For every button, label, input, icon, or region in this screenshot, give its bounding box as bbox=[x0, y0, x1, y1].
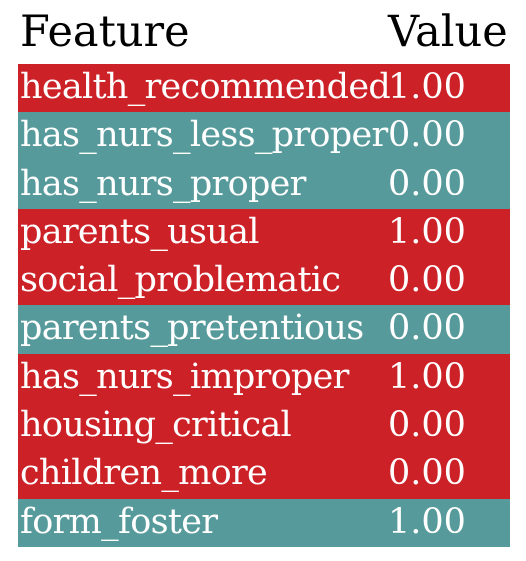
table-row: form_foster 1.00 bbox=[18, 498, 510, 547]
table-row: parents_usual 1.00 bbox=[18, 208, 510, 258]
value-cell: 0.00 bbox=[388, 453, 466, 494]
value-cell: 0.00 bbox=[388, 115, 466, 156]
value-cell: 1.00 bbox=[388, 67, 466, 107]
feature-cell: parents_pretentious bbox=[20, 308, 364, 349]
table-body: health_recommended 1.00 has_nurs_less_prop… bbox=[18, 64, 510, 547]
feature-cell: health_recommended bbox=[20, 67, 391, 107]
feature-cell: has_nurs_improper bbox=[20, 356, 349, 397]
feature-cell: housing_critical bbox=[20, 405, 292, 446]
table-row: has_nurs_improper 1.00 bbox=[18, 353, 510, 403]
value-cell: 0.00 bbox=[388, 308, 466, 349]
value-cell: 1.00 bbox=[388, 356, 466, 397]
table-row: has_nurs_less_proper 0.00 bbox=[18, 112, 510, 161]
table-header: Feature Value bbox=[18, 0, 510, 64]
feature-cell: has_nurs_proper bbox=[20, 163, 306, 204]
table-row: children_more 0.00 bbox=[18, 450, 510, 499]
feature-cell: form_foster bbox=[20, 501, 218, 542]
value-cell: 0.00 bbox=[388, 260, 466, 301]
value-cell: 0.00 bbox=[388, 163, 466, 204]
table-row: health_recommended 1.00 bbox=[18, 64, 510, 113]
table-row: social_problematic 0.00 bbox=[18, 257, 510, 306]
value-cell: 1.00 bbox=[388, 501, 466, 542]
value-cell: 0.00 bbox=[388, 405, 466, 446]
feature-value-table: Feature Value health_recommended 1.00 has_… bbox=[18, 0, 510, 547]
table-row: parents_pretentious 0.00 bbox=[18, 305, 510, 354]
value-column-header: Value bbox=[388, 7, 508, 57]
feature-cell: social_problematic bbox=[20, 260, 341, 301]
value-cell: 1.00 bbox=[388, 211, 466, 252]
feature-cell: children_more bbox=[20, 453, 268, 494]
feature-cell: has_nurs_less_proper bbox=[20, 115, 388, 156]
feature-column-header: Feature bbox=[20, 7, 190, 57]
table-row: has_nurs_proper 0.00 bbox=[18, 160, 510, 209]
feature-cell: parents_usual bbox=[20, 211, 259, 252]
table-row: housing_critical 0.00 bbox=[18, 402, 510, 451]
